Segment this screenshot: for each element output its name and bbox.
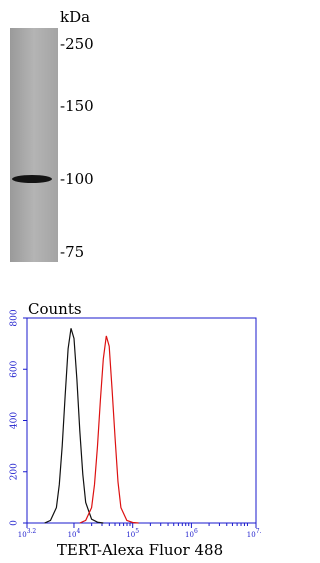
- marker-label: -100: [60, 170, 94, 188]
- x-tick-label: 107.1: [247, 528, 262, 540]
- histogram-curve: [45, 328, 104, 523]
- tick-exponent: 3.2: [27, 528, 37, 535]
- page: kDa -250 -150 -100 -75 Counts TERT-Alexa…: [0, 0, 262, 563]
- marker-label: -250: [60, 35, 94, 53]
- y-tick-label: 400: [10, 412, 20, 429]
- tick-base: 10: [247, 531, 256, 539]
- blot-lane: [10, 28, 58, 262]
- y-tick-label: 600: [10, 360, 20, 377]
- tick-base: 10: [68, 531, 77, 539]
- y-tick-label: 200: [10, 463, 20, 480]
- y-axis-label: Counts: [28, 300, 82, 318]
- blot-band: [12, 175, 52, 183]
- tick-base: 10: [126, 531, 135, 539]
- marker-label: -75: [60, 243, 84, 261]
- tick-exponent: 4: [77, 528, 81, 535]
- x-tick-label: 103.2: [18, 528, 37, 540]
- plot-frame: [27, 318, 256, 523]
- tick-base: 10: [18, 531, 27, 539]
- x-axis-label: TERT-Alexa Fluor 488: [57, 541, 223, 559]
- marker-label: -150: [60, 97, 94, 115]
- tick-exponent: 6: [194, 528, 198, 535]
- tick-exponent: 7.1: [256, 528, 262, 535]
- x-tick-label: 105: [126, 528, 139, 540]
- x-tick-label: 106: [185, 528, 198, 540]
- histogram-curve: [80, 336, 139, 523]
- y-tick-label: 800: [10, 309, 20, 326]
- y-tick-label: 0: [10, 520, 20, 526]
- tick-exponent: 5: [135, 528, 139, 535]
- x-tick-label: 104: [68, 528, 81, 540]
- blot-unit: kDa: [60, 8, 90, 26]
- tick-base: 10: [185, 531, 194, 539]
